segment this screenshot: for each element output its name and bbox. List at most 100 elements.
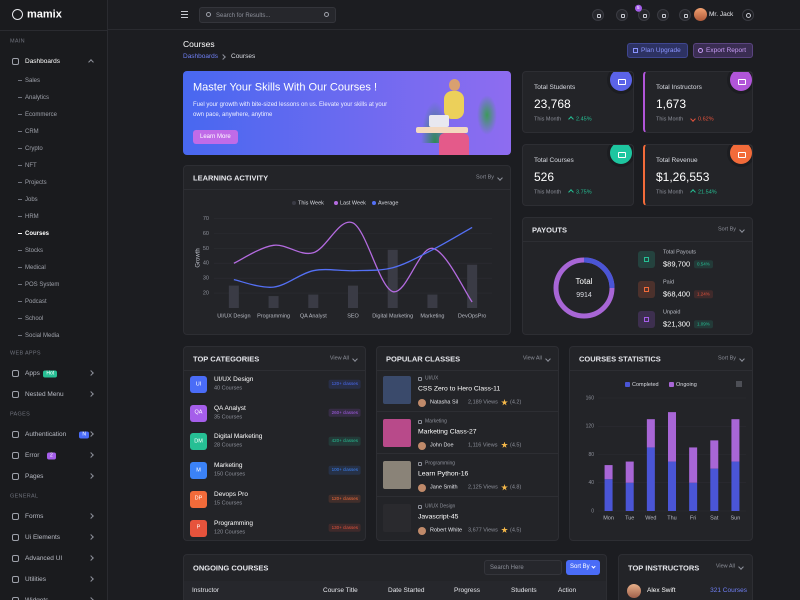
bar-segment xyxy=(689,447,698,483)
submenu-item[interactable]: Analytics xyxy=(0,89,108,106)
submenu-item[interactable]: HRM xyxy=(0,208,108,225)
submenu-item[interactable]: School xyxy=(0,310,108,327)
sort-by[interactable]: Sort By xyxy=(717,355,736,362)
plan-upgrade-btn[interactable]: Plan Upgrade xyxy=(627,43,688,58)
bar-segment xyxy=(625,461,634,483)
menu-label: Error xyxy=(25,451,40,459)
menu-item[interactable]: Utilities xyxy=(0,569,108,590)
category-name[interactable]: QA Analyst xyxy=(214,404,246,412)
submenu-item[interactable]: Medical xyxy=(0,259,108,276)
section-label: MAIN xyxy=(10,38,25,45)
category-courses: 28 Courses xyxy=(214,442,243,449)
export-report-btn[interactable]: Export Report xyxy=(693,43,753,58)
top-categories-card: TOP CATEGORIES View All UI UI/UX Design 40 C… xyxy=(183,346,366,541)
row-divider xyxy=(377,410,558,412)
btn-icon xyxy=(698,48,703,53)
banner-button[interactable]: Learn More xyxy=(193,130,238,144)
y-tick-label: 0 xyxy=(591,508,594,514)
settings[interactable] xyxy=(742,9,754,21)
submenu-item[interactable]: Jobs xyxy=(0,191,108,208)
stat-card: Total Revenue $1,26,553 This Month 21.54% xyxy=(643,144,753,206)
menu-label: Pages xyxy=(25,472,44,480)
view-all[interactable]: View All xyxy=(329,355,349,362)
payout-icon xyxy=(638,311,655,328)
menu-item[interactable]: Advanced UI xyxy=(0,548,108,569)
chevron xyxy=(739,226,745,233)
x-tick-label: DevOpsPro xyxy=(458,313,486,319)
menu-item[interactable]: Pages xyxy=(0,466,108,487)
class-title[interactable]: Javascript-45 xyxy=(418,513,459,521)
menu-label: Widgets xyxy=(25,596,49,600)
category-icon: UI xyxy=(190,376,207,393)
submenu-item[interactable]: Sales xyxy=(0,72,108,89)
top-instructors-card: TOP INSTRUCTORS View All Alex Swift 321 Cou… xyxy=(618,554,753,600)
bar-segment xyxy=(689,482,698,511)
menu-item[interactable]: Ui Elements xyxy=(0,527,108,548)
stat-period: This Month xyxy=(656,116,684,123)
submenu-item[interactable]: Social Media xyxy=(0,327,108,344)
logo-icon xyxy=(12,9,23,20)
menu-item[interactable]: Authentication N xyxy=(0,424,108,445)
card-header-line xyxy=(570,370,752,371)
category-name[interactable]: Marketing xyxy=(214,461,243,469)
desk xyxy=(416,127,468,133)
user-name[interactable]: Mr. Jack xyxy=(709,10,734,18)
class-rating: (4.2) xyxy=(510,399,522,406)
legend-marker xyxy=(625,382,630,387)
menu-item[interactable]: Forms xyxy=(0,506,108,527)
search-btn-icon xyxy=(324,12,329,17)
menu-item[interactable]: Error 2 xyxy=(0,445,108,466)
sort-by[interactable]: Sort By xyxy=(475,174,494,181)
stat-value: 526 xyxy=(534,170,555,184)
person-head xyxy=(449,79,460,91)
header-icon[interactable] xyxy=(638,9,650,21)
submenu-label: Social Media xyxy=(25,332,60,339)
bar-segment xyxy=(710,468,719,511)
legend-label: Last Week xyxy=(340,200,366,206)
header-icon[interactable] xyxy=(657,9,669,21)
search-input[interactable]: Search Here xyxy=(484,560,562,575)
category-name[interactable]: Digital Marketing xyxy=(214,433,263,441)
ongoing-courses-card: ONGOING COURSES Search Here Sort By Instruc… xyxy=(183,554,607,600)
submenu-item[interactable]: POS System xyxy=(0,276,108,293)
menu-item[interactable]: Nested Menu xyxy=(0,384,108,405)
class-title[interactable]: Learn Python-16 xyxy=(418,470,469,478)
submenu-item[interactable]: NFT xyxy=(0,157,108,174)
submenu-item[interactable]: Courses xyxy=(0,225,108,242)
legend-marker xyxy=(334,201,338,205)
search-box[interactable]: Search for Results... xyxy=(199,7,336,23)
submenu-item[interactable]: Ecommerce xyxy=(0,106,108,123)
class-title[interactable]: CSS Zero to Hero Class-11 xyxy=(418,385,501,393)
chevron xyxy=(88,576,94,582)
header-icon[interactable] xyxy=(679,9,691,21)
menu-item[interactable]: Widgets xyxy=(0,590,108,600)
x-tick-label: Tue xyxy=(625,515,634,521)
sort-by[interactable]: Sort By xyxy=(717,226,736,233)
category-icon: DM xyxy=(190,433,207,451)
breadcrumb[interactable]: Dashboards xyxy=(183,52,219,60)
submenu-label: Crypto xyxy=(25,145,43,152)
class-title[interactable]: Marketing Class-27 xyxy=(418,428,477,436)
submenu-item[interactable]: Crypto xyxy=(0,140,108,157)
submenu-label: School xyxy=(25,315,44,322)
submenu-item[interactable]: Podcast xyxy=(0,293,108,310)
header-icon[interactable] xyxy=(592,9,604,21)
category-name[interactable]: Programming xyxy=(214,519,254,527)
view-all[interactable]: View All xyxy=(715,563,735,570)
sort-button[interactable]: Sort By xyxy=(566,560,600,575)
class-thumbnail xyxy=(383,418,411,447)
submenu-item[interactable]: Stocks xyxy=(0,242,108,259)
tag-icon xyxy=(418,462,422,466)
menu-item[interactable]: Apps Hot xyxy=(0,363,108,384)
card-header-line xyxy=(377,370,558,371)
bar-segment xyxy=(604,479,613,511)
menu-toggle[interactable] xyxy=(181,11,188,18)
category-name[interactable]: UI/UX Design xyxy=(214,375,254,383)
category-name[interactable]: Devops Pro xyxy=(214,490,248,498)
submenu-item[interactable]: CRM xyxy=(0,123,108,140)
view-all[interactable]: View All xyxy=(522,355,542,362)
menu-item[interactable]: Dashboards xyxy=(0,51,108,72)
submenu-item[interactable]: Projects xyxy=(0,174,108,191)
chevron xyxy=(88,452,94,458)
header-icon[interactable] xyxy=(616,9,628,21)
